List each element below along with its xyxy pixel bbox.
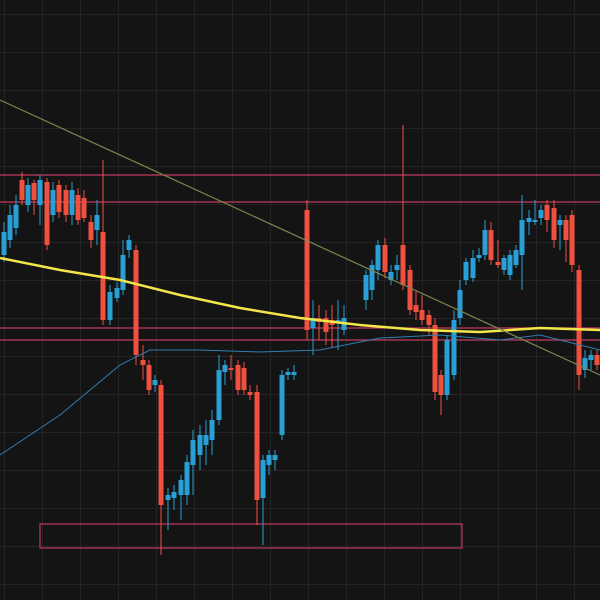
candle-body	[335, 320, 341, 322]
candle-body	[323, 318, 329, 332]
candle-body	[69, 190, 75, 215]
candle-body	[569, 215, 575, 265]
candle-body	[532, 220, 538, 222]
candle-body	[501, 258, 507, 270]
candle-body	[88, 222, 94, 240]
candle-body	[266, 455, 272, 465]
candle-body	[444, 340, 450, 395]
candle-body	[197, 435, 203, 455]
candle-body	[407, 270, 413, 310]
candle-body	[363, 275, 369, 300]
candle-body	[50, 190, 56, 215]
candle-body	[457, 290, 463, 318]
candle-body	[184, 462, 190, 495]
indicator-line	[0, 99, 600, 376]
candle-body	[544, 205, 550, 220]
candle-body	[81, 198, 87, 218]
candle-body	[470, 258, 476, 278]
candle-body	[279, 375, 285, 435]
candle-body	[463, 262, 469, 280]
candle-body	[413, 305, 419, 312]
candle-body	[44, 182, 50, 245]
candle-body	[247, 392, 253, 395]
candle-body	[488, 230, 494, 260]
candle-body	[260, 460, 266, 498]
candle-body	[588, 355, 594, 360]
candle-body	[171, 492, 177, 498]
candle-body	[526, 218, 532, 222]
candle-body	[209, 420, 215, 440]
candle-body	[114, 288, 120, 298]
candle-body	[7, 215, 13, 240]
candle-body	[146, 365, 152, 390]
candle-body	[375, 245, 381, 270]
candle-body	[140, 360, 146, 365]
candle-body	[133, 250, 139, 355]
candle-body	[285, 372, 291, 375]
candle-body	[304, 210, 310, 330]
candle-body	[1, 232, 7, 255]
candle-body	[513, 250, 519, 265]
candle-body	[25, 185, 31, 205]
candle-body	[216, 370, 222, 420]
candle-body	[582, 358, 588, 370]
candle-body	[388, 272, 394, 280]
candle-body	[482, 230, 488, 255]
candle-body	[551, 208, 557, 240]
candle-body	[519, 220, 525, 255]
candle-body	[120, 255, 126, 290]
candle-body	[19, 180, 25, 200]
candle-body	[291, 372, 297, 375]
candle-body	[594, 355, 600, 365]
candle-body	[228, 368, 234, 370]
zone	[39, 523, 463, 549]
candle-body	[31, 183, 37, 200]
candle-body	[235, 365, 241, 390]
candle-body	[451, 320, 457, 375]
candle-body	[254, 392, 260, 500]
candle-body	[13, 205, 19, 228]
candle-body	[165, 495, 171, 500]
candle-body	[37, 180, 43, 205]
indicator-line	[0, 334, 600, 456]
candle-body	[272, 455, 278, 460]
candle-body	[476, 255, 482, 258]
candle-body	[94, 215, 100, 230]
candle-body	[222, 365, 228, 372]
candle-body	[538, 210, 544, 218]
candle-body	[557, 220, 563, 225]
candle-body	[63, 190, 69, 215]
candle-body	[178, 480, 184, 495]
candle-body	[507, 255, 513, 275]
candle-body	[495, 262, 501, 265]
candle-body	[56, 185, 62, 212]
indicator-line	[0, 256, 600, 334]
candle-body	[419, 310, 425, 320]
candle-body	[75, 195, 81, 220]
candle-body	[158, 385, 164, 505]
candle-body	[152, 380, 158, 385]
candle-body	[369, 265, 375, 290]
candle-body	[107, 292, 113, 320]
candle-body	[432, 325, 438, 392]
candle-body	[203, 435, 209, 445]
candle-body	[426, 315, 432, 325]
candle-body	[400, 245, 406, 285]
candle-body	[382, 245, 388, 272]
candle-body	[190, 440, 196, 465]
candle-body	[310, 318, 316, 328]
candle-body	[241, 368, 247, 390]
candle-body	[563, 220, 569, 240]
candle-body	[438, 375, 444, 395]
candle-body	[126, 240, 132, 250]
candle-body	[394, 265, 400, 270]
candle-body	[576, 270, 582, 375]
